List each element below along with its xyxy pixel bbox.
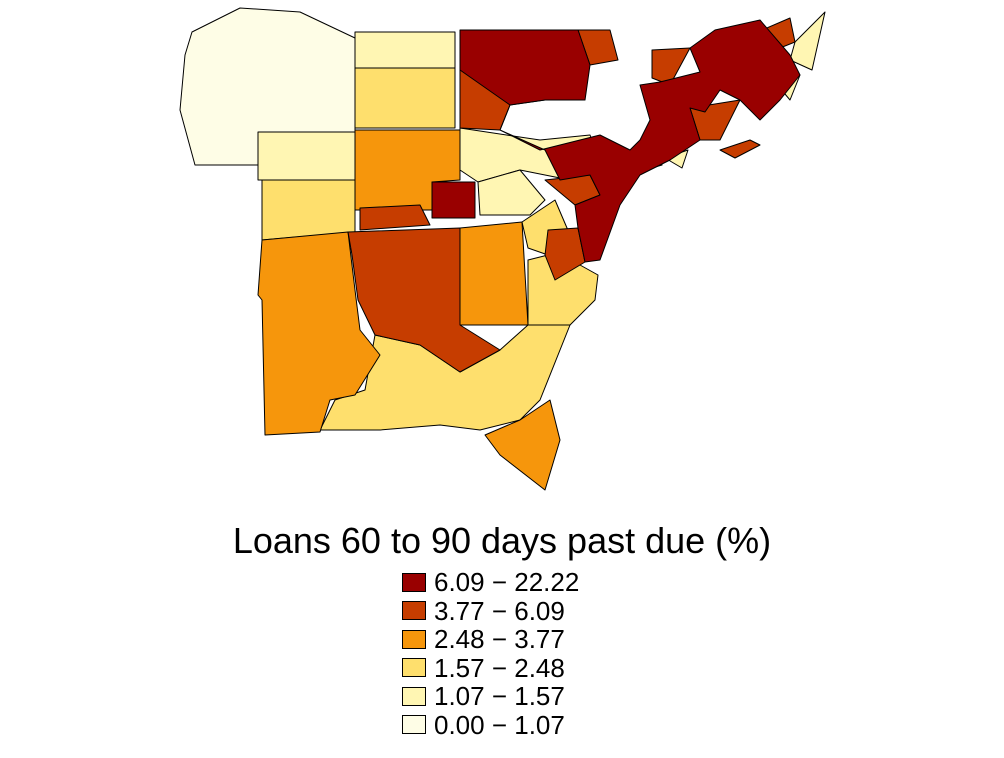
region-c-5 <box>459 221 529 326</box>
region-c-6 <box>347 227 501 373</box>
region-c-dark <box>431 181 476 219</box>
legend-swatch <box>402 629 426 649</box>
region-c-2 <box>477 169 546 216</box>
legend-label: 1.57 − 2.48 <box>434 652 565 683</box>
legend: 6.09 − 22.22 3.77 − 6.09 2.48 − 3.77 1.5… <box>402 568 579 739</box>
region-n-2 <box>257 131 356 181</box>
legend-swatch <box>402 601 426 621</box>
region-n-3 <box>354 67 456 129</box>
region-w-big <box>257 231 381 436</box>
legend-label: 2.48 − 3.77 <box>434 624 565 655</box>
legend-item: 6.09 − 22.22 <box>402 568 579 597</box>
legend-swatch <box>402 715 426 735</box>
legend-swatch <box>402 686 426 706</box>
region-ne-1 <box>789 11 826 71</box>
legend-title: Loans 60 to 90 days past due (%) <box>232 520 772 561</box>
legend-item: 2.48 − 3.77 <box>402 625 579 654</box>
region-e-7 <box>544 227 586 281</box>
legend-item: 3.77 − 6.09 <box>402 597 579 626</box>
choropleth-map <box>179 7 826 491</box>
legend-swatch <box>402 572 426 592</box>
region-c-7 <box>359 204 431 231</box>
region-n-1 <box>354 31 456 69</box>
legend-label: 6.09 − 22.22 <box>434 567 580 598</box>
legend-label: 3.77 − 6.09 <box>434 595 565 626</box>
region-ne-6 <box>459 19 801 263</box>
legend-item: 0.00 − 1.07 <box>402 711 579 740</box>
legend-swatch <box>402 658 426 678</box>
region-w-1 <box>261 179 356 241</box>
legend-label: 0.00 − 1.07 <box>434 709 565 740</box>
legend-label: 1.07 − 1.57 <box>434 681 565 712</box>
legend-item: 1.57 − 2.48 <box>402 654 579 683</box>
region-s-2 <box>484 399 561 491</box>
region-island <box>719 139 761 159</box>
legend-item: 1.07 − 1.57 <box>402 682 579 711</box>
